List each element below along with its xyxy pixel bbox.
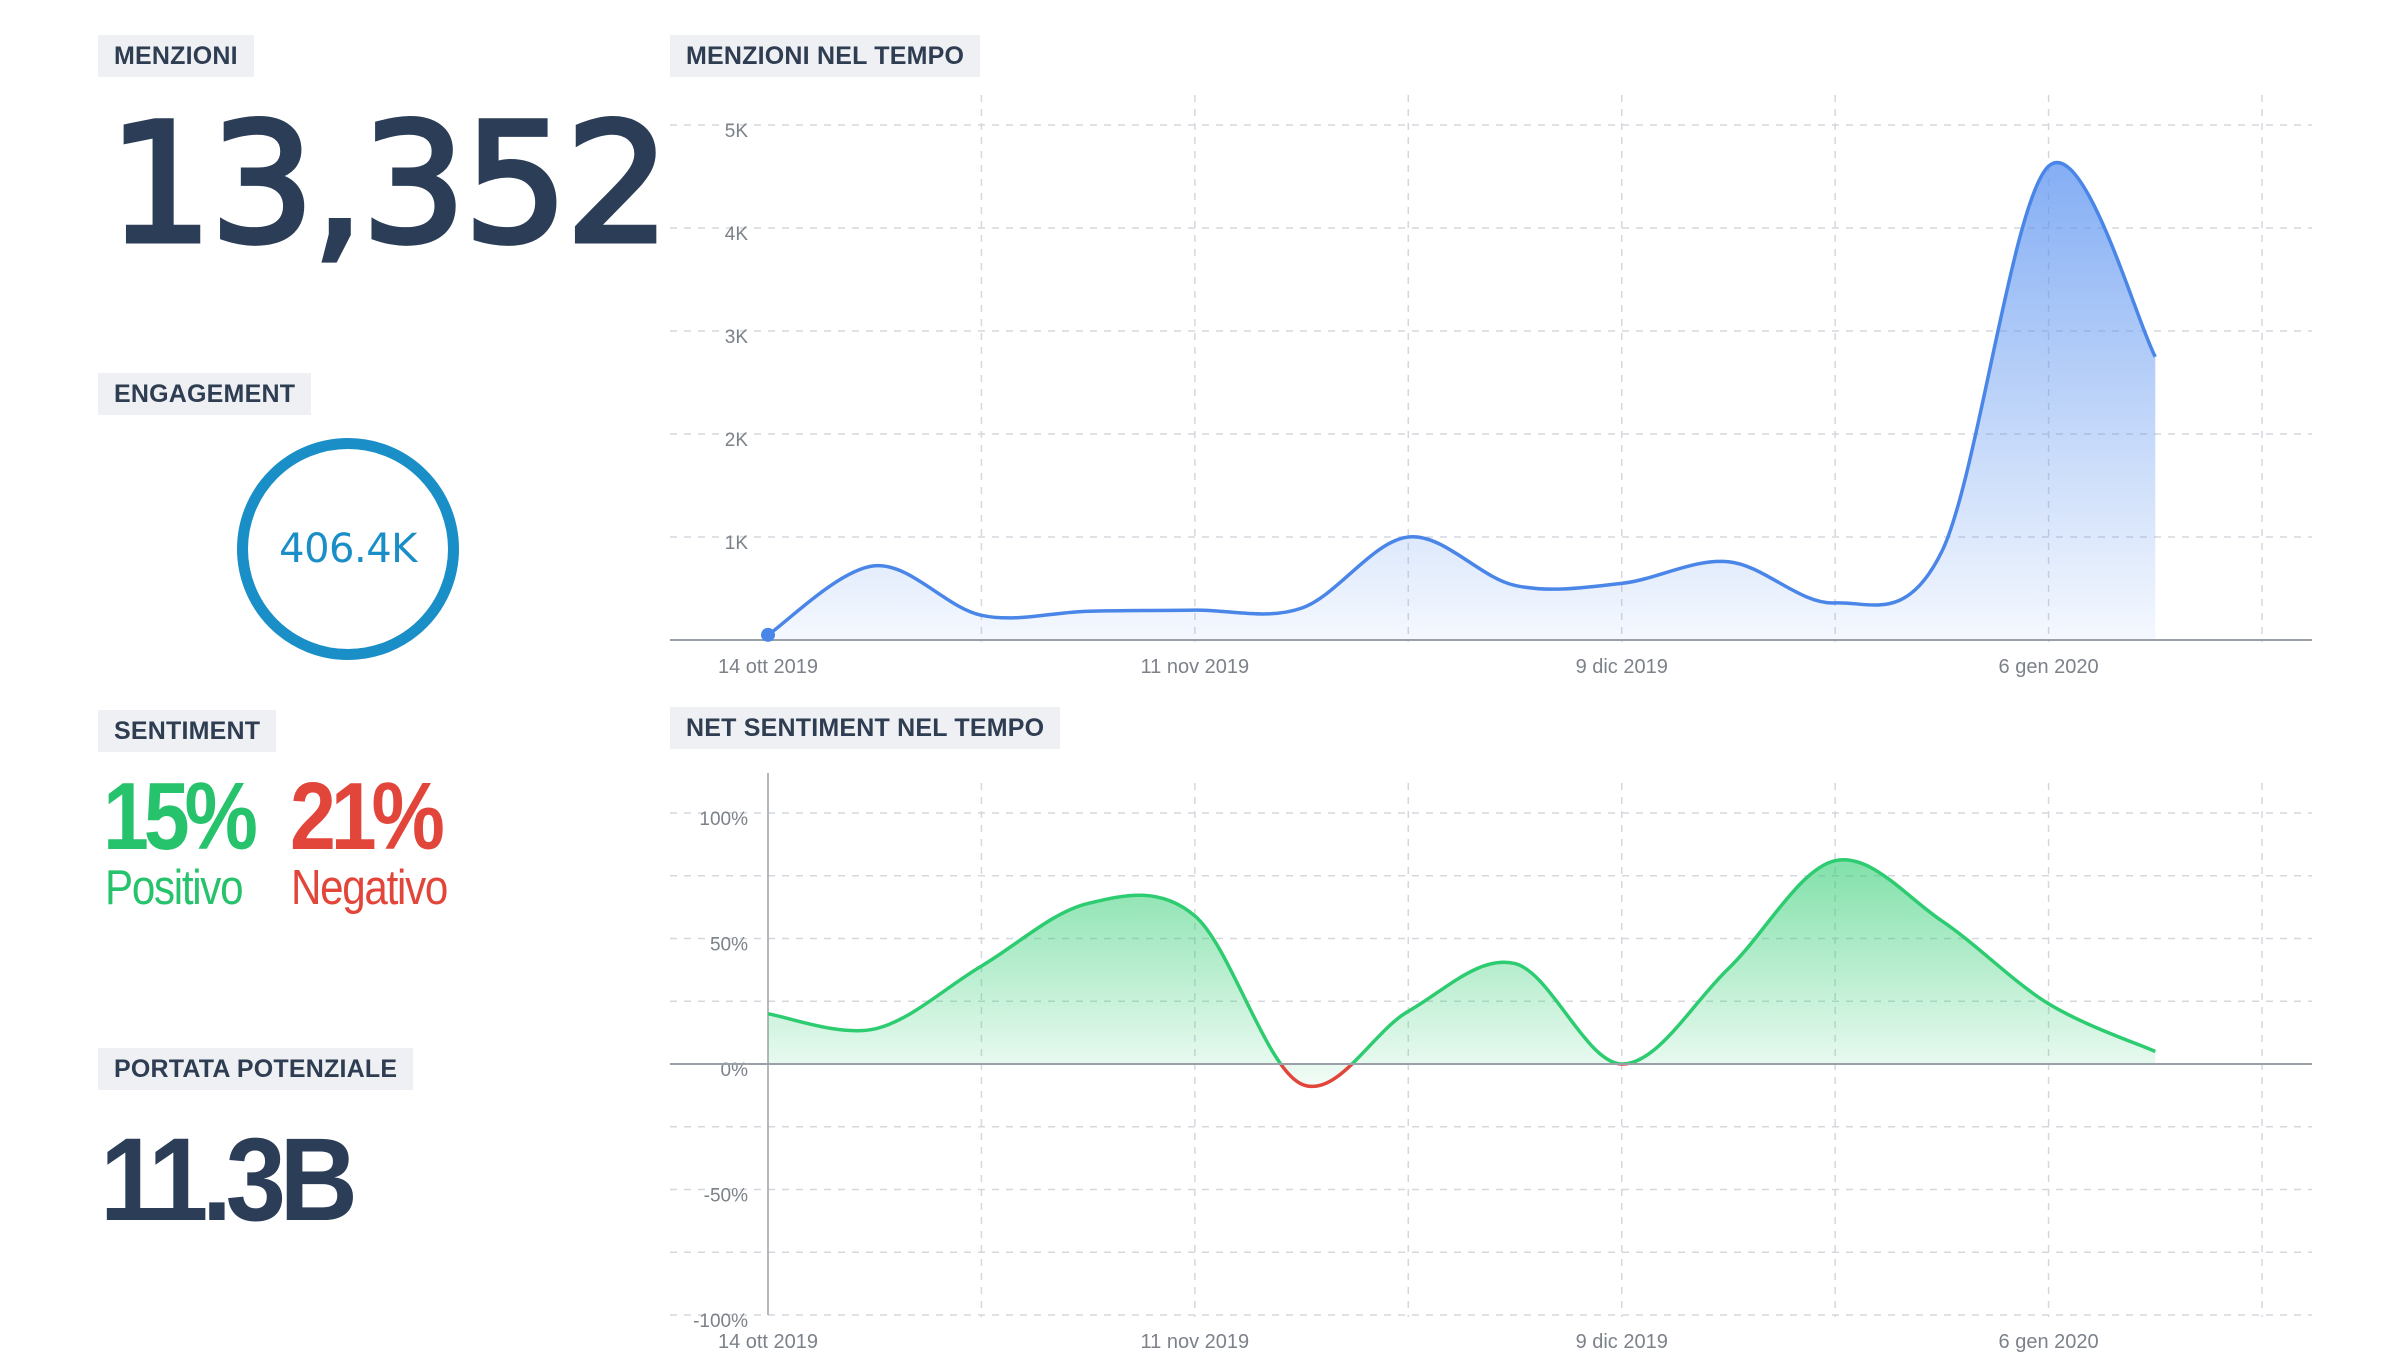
y-tick-label: 2K	[725, 430, 749, 451]
x-tick-label: 9 dic 2019	[1576, 656, 1668, 678]
y-tick-label: -50%	[704, 1186, 748, 1207]
y-tick-label: 3K	[725, 327, 749, 348]
y-tick-label: 0%	[721, 1060, 749, 1081]
y-tick-label: 5K	[725, 121, 749, 142]
mentions-chart-title: MENZIONI NEL TEMPO	[670, 35, 981, 77]
mentions-label: MENZIONI	[98, 35, 254, 77]
x-tick-label: 6 gen 2020	[1999, 656, 2099, 678]
x-tick-label: 11 nov 2019	[1141, 1331, 1250, 1353]
sentiment-chart-title: NET SENTIMENT NEL TEMPO	[670, 707, 1061, 749]
x-tick-label: 14 ott 2019	[718, 656, 818, 678]
engagement-ring: 406.4K	[237, 438, 459, 660]
y-tick-label: 4K	[725, 224, 749, 245]
series-area	[768, 162, 2156, 640]
x-tick-label: 6 gen 2020	[1999, 1331, 2099, 1353]
positive-percentage: 15%	[103, 763, 258, 870]
sentiment-label: SENTIMENT	[98, 710, 277, 752]
y-tick-label: 1K	[725, 533, 749, 554]
x-tick-label: 14 ott 2019	[718, 1331, 818, 1353]
negative-percentage: 21%	[290, 763, 445, 870]
engagement-label: ENGAGEMENT	[98, 373, 312, 415]
series-area	[768, 859, 2156, 1087]
mentions-value: 13,352	[105, 86, 672, 283]
y-tick-label: 100%	[699, 809, 748, 830]
data-point	[761, 627, 775, 642]
series-line	[767, 160, 2157, 637]
reach-label: PORTATA POTENZIALE	[98, 1048, 414, 1090]
x-tick-label: 11 nov 2019	[1141, 656, 1250, 678]
y-tick-label: -100%	[693, 1311, 748, 1332]
reach-value: 11.3B	[100, 1114, 358, 1246]
positive-label: Positivo	[105, 861, 244, 915]
y-tick-label: 50%	[710, 935, 748, 956]
series-line	[767, 858, 2157, 1064]
negative-label: Negativo	[291, 861, 448, 915]
x-tick-label: 9 dic 2019	[1576, 1331, 1668, 1353]
engagement-value: 406.4K	[279, 526, 417, 572]
